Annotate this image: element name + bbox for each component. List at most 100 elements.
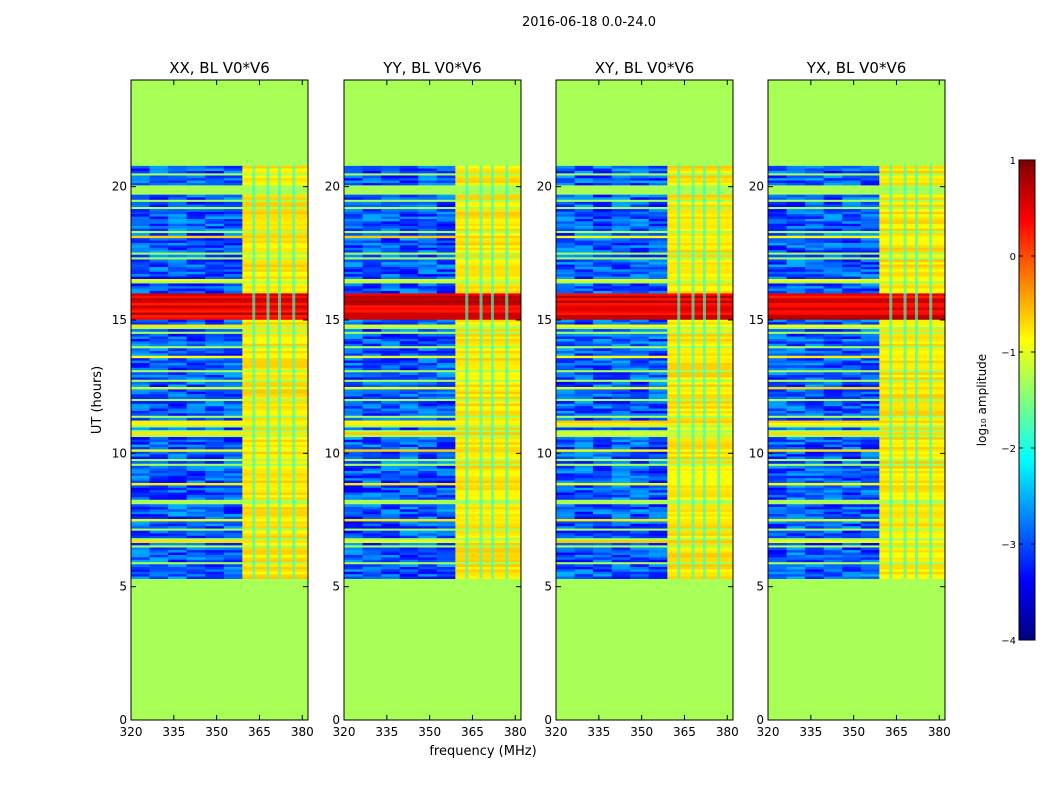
heatmap-cell (879, 391, 945, 395)
heatmap-cell (842, 237, 862, 241)
heatmap-cell (131, 468, 151, 471)
heatmap-cell (556, 341, 576, 344)
heatmap-cell (805, 564, 825, 567)
heatmap-cell (667, 168, 733, 171)
heatmap-cell (168, 444, 188, 447)
panel-frame (555, 79, 734, 721)
heatmap-cell (186, 521, 206, 524)
heatmap-cell (823, 247, 843, 251)
heatmap-cell (879, 480, 945, 483)
heatmap-cell (842, 343, 862, 347)
heatmap-cell (593, 509, 613, 512)
heatmap-cell (381, 348, 401, 351)
heatmap-cell (768, 362, 788, 366)
heatmap-cell (574, 182, 594, 186)
heatmap-cell (223, 216, 243, 219)
heatmap-cell (805, 468, 825, 471)
heatmap-cell (860, 213, 880, 217)
heatmap-cell (823, 290, 843, 294)
heatmap-cell (344, 278, 521, 282)
heatmap-cell (242, 237, 308, 241)
heatmap-cell (168, 530, 188, 534)
heatmap-cell (667, 393, 733, 397)
heatmap-cell (418, 573, 438, 577)
heatmap-cell (768, 317, 945, 320)
heatmap-cell (879, 516, 945, 519)
heatmap-cell (455, 521, 521, 524)
heatmap-cell (786, 357, 806, 361)
heatmap-cell (186, 343, 206, 347)
heatmap-cell (805, 254, 825, 258)
heatmap-cell (630, 557, 650, 560)
heatmap-cell (186, 549, 206, 553)
heatmap-cell (455, 233, 521, 236)
heatmap-cell (611, 341, 631, 344)
heatmap-cell (455, 470, 521, 474)
heatmap-cell (823, 329, 843, 332)
heatmap-cell (149, 497, 169, 500)
heatmap-cell (149, 569, 169, 572)
heatmap-cell (593, 401, 613, 404)
heatmap-cell (186, 513, 206, 517)
heatmap-cell (223, 381, 243, 385)
heatmap-cell (860, 201, 880, 205)
heatmap-cell (436, 571, 456, 575)
heatmap-cell (344, 485, 364, 488)
heatmap-cell (860, 372, 880, 375)
heatmap-cell (223, 451, 243, 455)
panel-frame (343, 79, 522, 721)
heatmap-cell (786, 276, 806, 279)
heatmap-cell (131, 209, 151, 212)
heatmap-cell (667, 329, 733, 332)
heatmap-cell (436, 225, 456, 229)
heatmap-cell (344, 465, 364, 469)
heatmap-cell (436, 319, 456, 323)
heatmap-cell (648, 357, 668, 361)
heatmap-cell (131, 557, 151, 560)
heatmap-cell (362, 408, 382, 411)
heatmap-cell (344, 417, 364, 421)
heatmap-cell (667, 261, 733, 265)
heatmap-cell (842, 175, 862, 179)
heatmap-cell (805, 264, 825, 267)
heatmap-cell (205, 367, 225, 371)
heatmap-cell (574, 569, 594, 572)
heatmap-cell (149, 439, 169, 443)
heatmap-cell (223, 242, 243, 246)
heatmap-cell (648, 391, 668, 395)
heatmap-cell (667, 365, 733, 368)
heatmap-cell (860, 319, 880, 323)
heatmap-cell (860, 228, 880, 231)
heatmap-cell (574, 177, 594, 181)
heatmap-cell (436, 396, 456, 399)
heatmap-cell (131, 254, 151, 258)
heatmap-cell (223, 290, 243, 294)
heatmap-cell (242, 573, 308, 577)
heatmap-cell (842, 564, 862, 567)
heatmap-cell (879, 180, 945, 183)
heatmap-cell (842, 533, 862, 536)
heatmap-cell (860, 259, 880, 263)
heatmap-cell (186, 365, 206, 368)
heatmap-cell (436, 211, 456, 215)
heatmap-cell (823, 509, 843, 512)
heatmap-cell (593, 391, 613, 395)
heatmap-cell (436, 360, 456, 363)
heatmap-cell (556, 506, 576, 510)
heatmap-cell (556, 367, 576, 371)
heatmap-cell (399, 521, 419, 524)
heatmap-cell (648, 209, 668, 212)
heatmap-cell (593, 576, 613, 579)
heatmap-cell (149, 410, 169, 414)
heatmap-cell (842, 506, 862, 510)
heatmap-cell (205, 446, 225, 450)
heatmap-cell (786, 547, 806, 551)
heatmap-cell (860, 283, 880, 287)
heatmap-cell (842, 521, 862, 524)
heatmap-cell (593, 321, 613, 325)
heatmap-cell (242, 269, 308, 272)
heatmap-cell (842, 573, 862, 577)
heatmap-cell (768, 343, 788, 347)
heatmap-cell (823, 353, 843, 356)
heatmap-cell (593, 175, 613, 179)
